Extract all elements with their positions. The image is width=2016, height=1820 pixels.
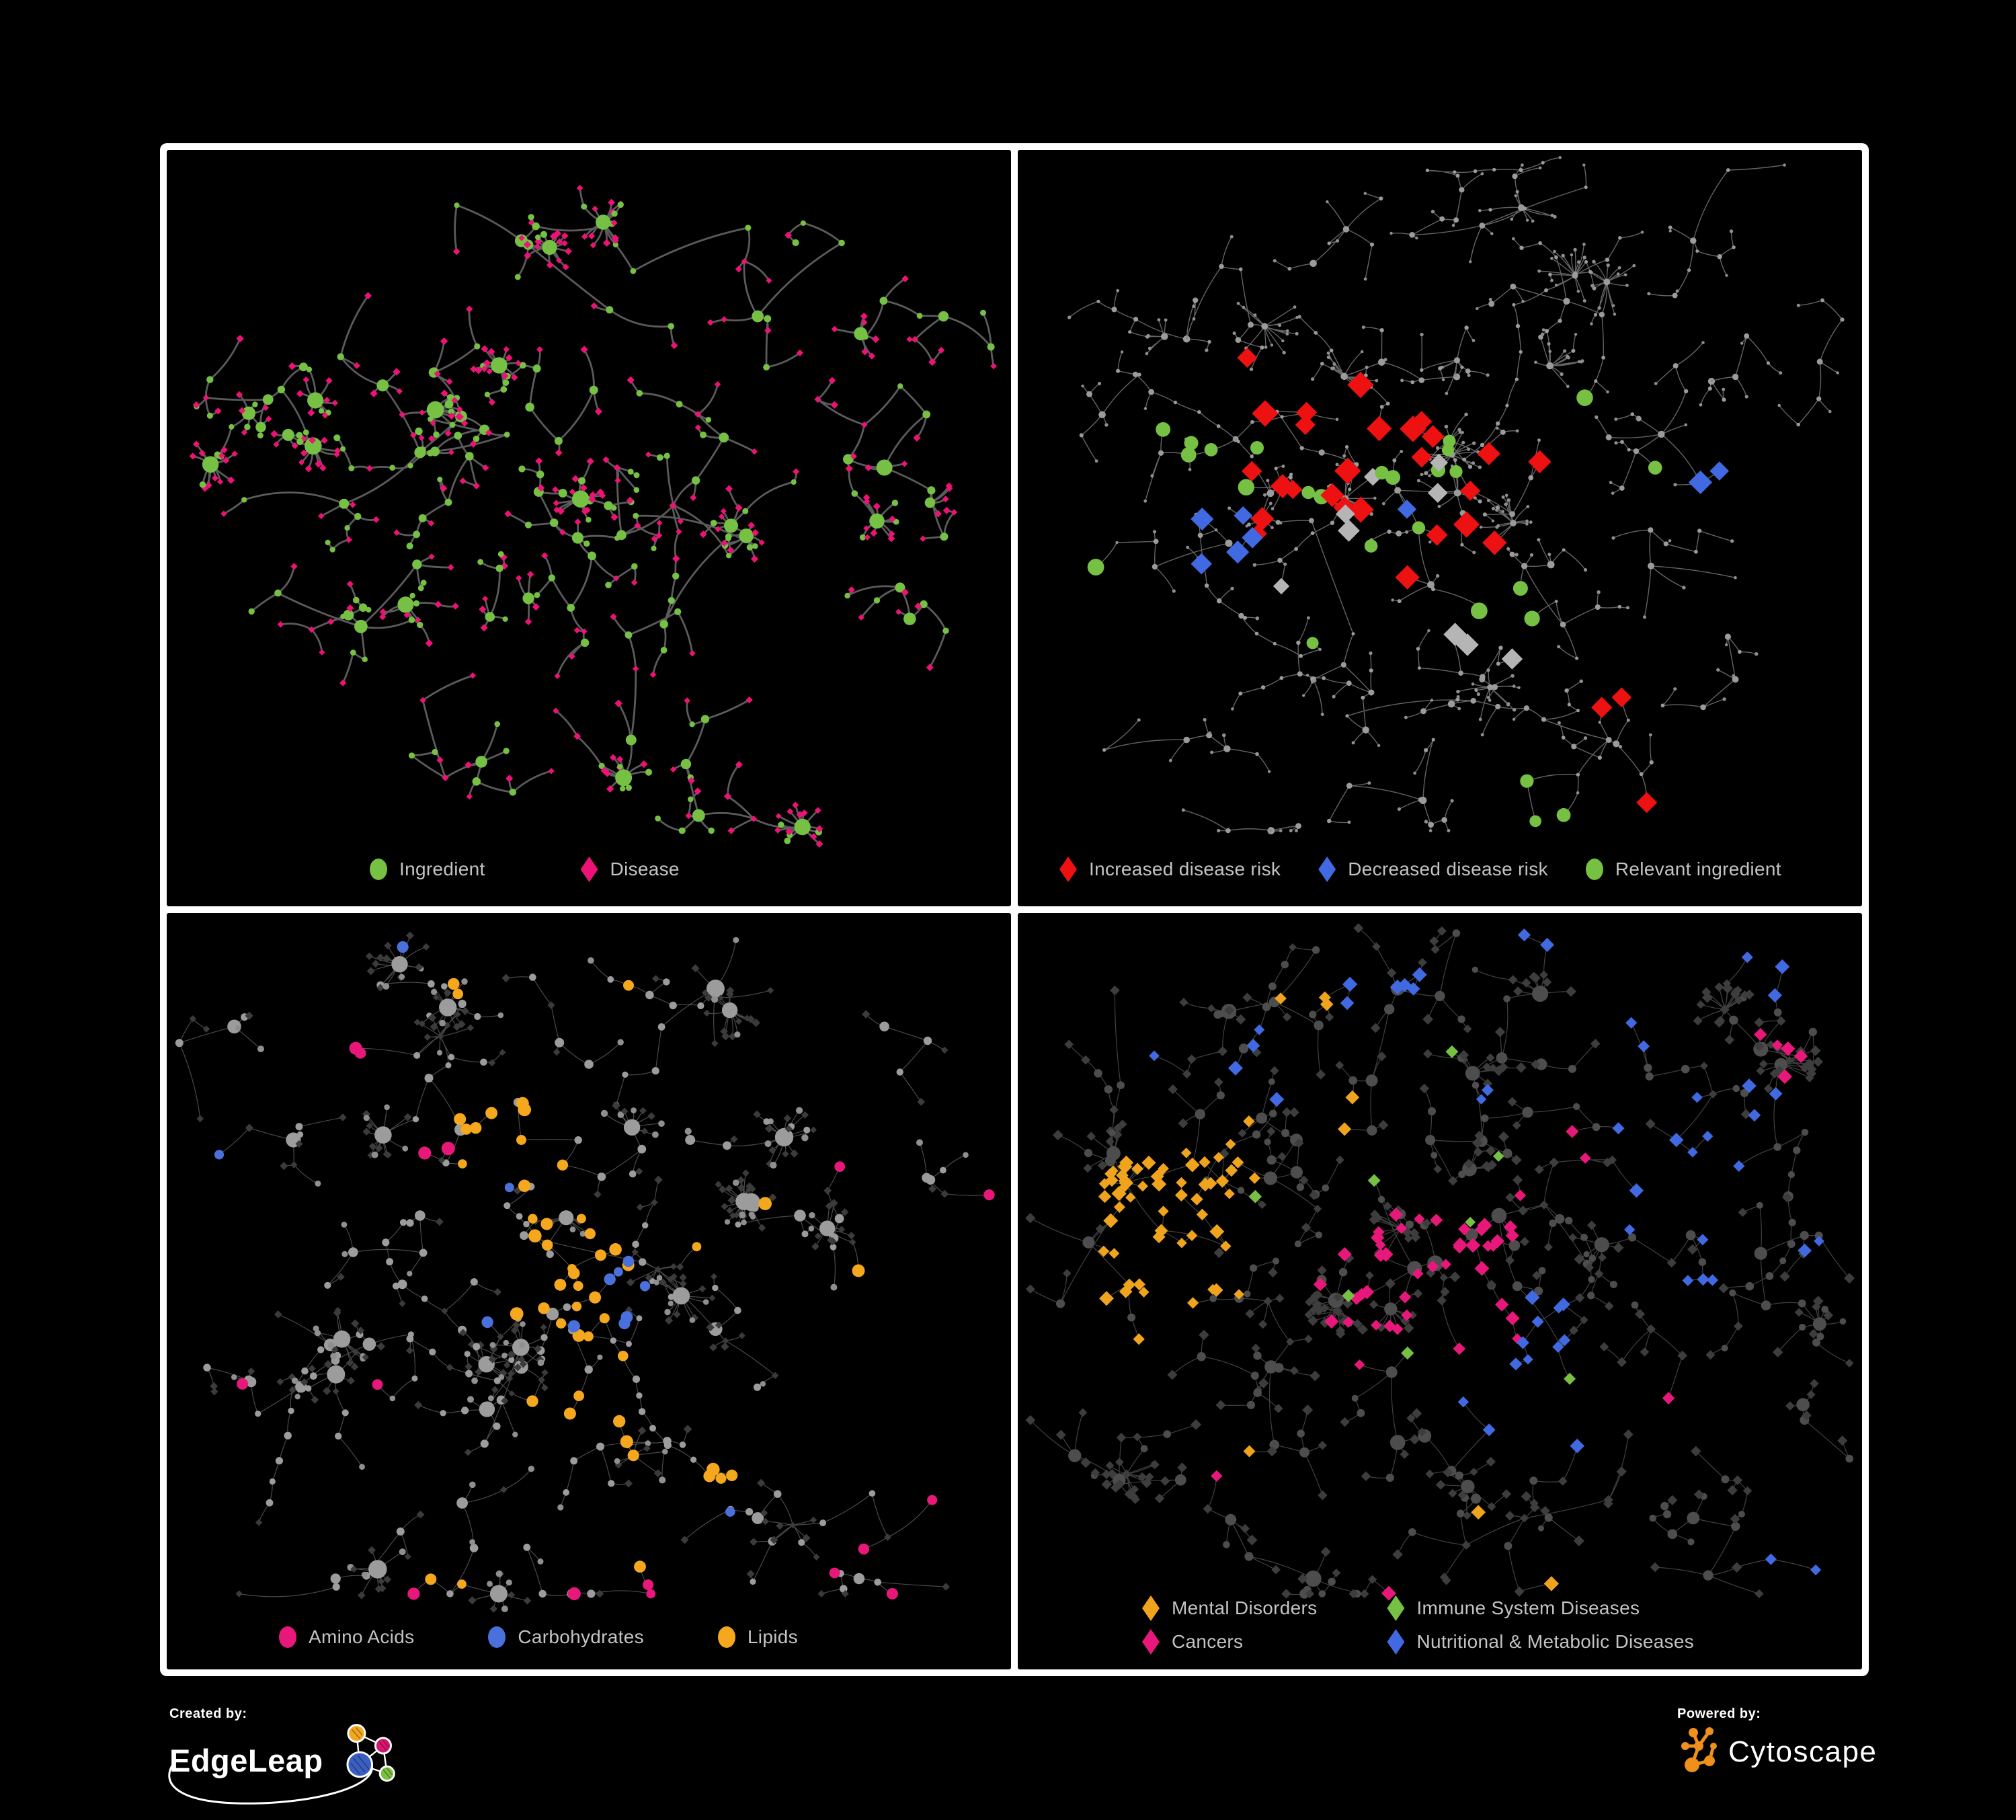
cytoscape-network-icon: [1681, 1727, 1717, 1772]
edgeleap-lockup: Created by: EdgeLeap: [168, 1706, 411, 1807]
legend-item-immune-system-diseases: Immune System Diseases: [1387, 1595, 1694, 1621]
legend-item-lipids: Lipids: [717, 1626, 798, 1648]
legend-diamond-marker-icon: [1387, 1629, 1405, 1655]
edgeleap-network-icon: [346, 1724, 395, 1782]
legend: Increased disease risk Decreased disease …: [1059, 857, 1781, 882]
disease-category-network-graph: [1018, 913, 1862, 1669]
legend-label: Relevant ingredient: [1615, 859, 1781, 879]
legend: Ingredient Disease: [370, 857, 680, 882]
legend-circle-marker-icon: [279, 1626, 296, 1648]
network-graph-svg: [175, 931, 995, 1613]
panel-grid: Ingredient Disease Increased disease risk…: [160, 143, 1869, 1676]
legend-item-mental-disorders: Mental Disorders: [1142, 1595, 1317, 1621]
legend-label: Disease: [610, 859, 680, 879]
legend-label: Cancers: [1172, 1631, 1244, 1652]
legend-diamond-marker-icon: [580, 857, 598, 882]
legend: Amino Acids Carbohydrates Lipids: [279, 1626, 798, 1648]
legend-circle-marker-icon: [370, 859, 387, 880]
panel-nutrient-categories: Amino Acids Carbohydrates Lipids: [167, 913, 1011, 1669]
legend-diamond-marker-icon: [1059, 857, 1077, 882]
nutrient-category-network-graph: [167, 913, 1011, 1669]
cytoscape-wordmark: Cytoscape: [1728, 1735, 1878, 1768]
edgeleap-wordmark: EdgeLeap: [169, 1742, 323, 1778]
legend-diamond-marker-icon: [1142, 1595, 1160, 1621]
legend-diamond-marker-icon: [1142, 1629, 1160, 1655]
network-graph-svg: [189, 184, 997, 848]
legend-label: Immune System Diseases: [1416, 1597, 1640, 1618]
disease-risk-network-graph: [1018, 150, 1862, 906]
legend-label: Amino Acids: [309, 1626, 415, 1647]
legend-label: Ingredient: [399, 859, 485, 879]
legend-label: Carbohydrates: [518, 1626, 644, 1647]
panel-disease-categories: Mental Disorders Immune System Diseases Ca…: [1018, 913, 1862, 1669]
legend-item-carbohydrates: Carbohydrates: [488, 1626, 644, 1648]
legend-circle-marker-icon: [717, 1626, 735, 1648]
powered-by-label: Powered by:: [1677, 1706, 1761, 1721]
legend-item-cancers: Cancers: [1142, 1629, 1317, 1655]
legend-item-increased-disease-risk: Increased disease risk: [1059, 857, 1281, 882]
legend-item-decreased-disease-risk: Decreased disease risk: [1318, 857, 1548, 882]
legend-circle-marker-icon: [488, 1626, 506, 1648]
network-graph-svg: [1025, 923, 1855, 1601]
legend-label: Increased disease risk: [1089, 859, 1281, 879]
panel-ingredient-disease: Ingredient Disease: [167, 150, 1011, 906]
legend: Mental Disorders Immune System Diseases Ca…: [1142, 1595, 1694, 1655]
legend-item-ingredient: Ingredient: [370, 859, 485, 880]
created-by-label: Created by:: [169, 1706, 247, 1721]
ingredient-disease-network-graph: [167, 150, 1011, 906]
legend-item-disease: Disease: [580, 857, 680, 882]
legend-item-amino-acids: Amino Acids: [279, 1626, 414, 1648]
cytoscape-lockup: Powered by: Cytoscape: [1677, 1706, 1879, 1801]
network-graph-svg: [1067, 156, 1845, 834]
legend-item-relevant-ingredient: Relevant ingredient: [1585, 859, 1781, 880]
legend-label: Mental Disorders: [1172, 1597, 1318, 1618]
legend-label: Lipids: [747, 1626, 798, 1647]
legend-circle-marker-icon: [1585, 859, 1603, 880]
panel-disease-risk: Increased disease risk Decreased disease …: [1018, 150, 1862, 906]
legend-diamond-marker-icon: [1318, 857, 1336, 882]
legend-label: Decreased disease risk: [1348, 859, 1548, 879]
legend-diamond-marker-icon: [1387, 1595, 1405, 1621]
legend-item-nutritional-metabolic-diseases: Nutritional & Metabolic Diseases: [1387, 1629, 1694, 1655]
legend-label: Nutritional & Metabolic Diseases: [1416, 1631, 1695, 1652]
